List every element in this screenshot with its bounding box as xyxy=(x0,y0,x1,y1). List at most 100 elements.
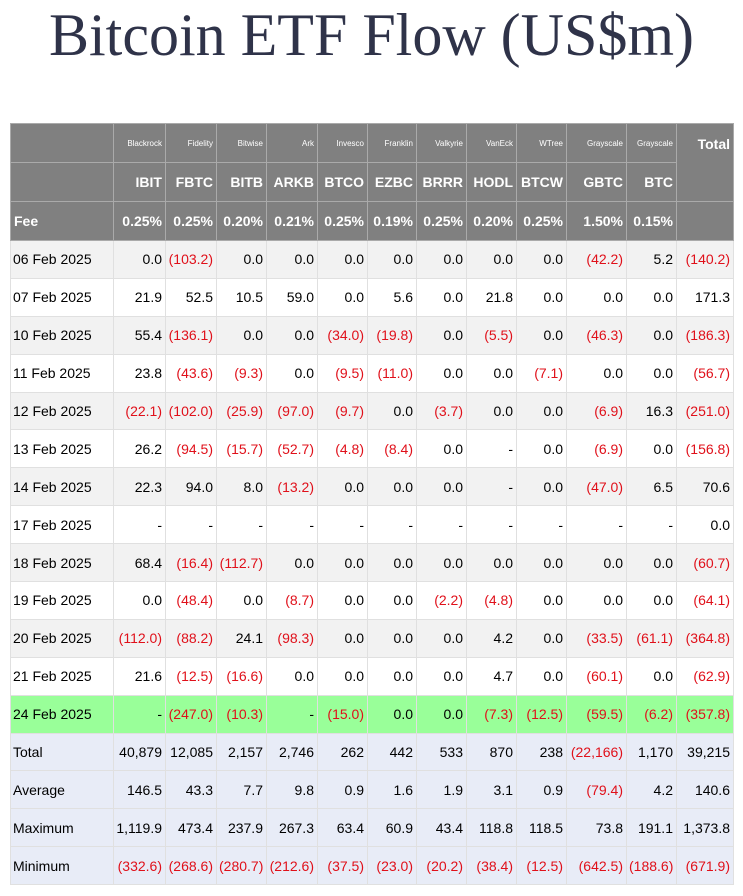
summary-row: Maximum 1,119.9 473.4 237.9 267.3 63.4 60.9 43.… xyxy=(10,808,734,848)
daily-row: 13 Feb 2025 26.2 (94.5) (15.7) (52.7) (4.8) (8… xyxy=(10,429,734,469)
flow-value: - xyxy=(416,505,467,545)
flow-value: 0.0 xyxy=(626,315,677,355)
row-label: Total xyxy=(10,732,114,772)
flow-value: 0.0 xyxy=(416,467,467,507)
flow-value: 21.8 xyxy=(466,277,517,317)
flow-value: 68.4 xyxy=(113,543,166,583)
flow-value: - xyxy=(466,467,517,507)
flow-value: 1,170 xyxy=(626,732,677,772)
flow-value: (3.7) xyxy=(416,391,467,431)
fee: 1.50% xyxy=(566,201,627,241)
flow-value: 0.0 xyxy=(113,581,166,620)
ticker: EZBC xyxy=(367,162,417,202)
row-label: Average xyxy=(10,770,114,810)
flow-value: (60.7) xyxy=(676,543,734,583)
flow-value: 60.9 xyxy=(367,808,417,848)
flow-value: - xyxy=(113,505,166,545)
flow-value: (34.0) xyxy=(317,315,368,355)
flow-value: (136.1) xyxy=(165,315,217,355)
flow-value: 238 xyxy=(516,732,567,772)
flow-value: (332.6) xyxy=(113,846,166,886)
flow-value: 0.0 xyxy=(566,581,627,620)
flow-value: 0.0 xyxy=(367,391,417,431)
flow-value: (12.5) xyxy=(516,846,567,886)
daily-row: 19 Feb 2025 0.0 (48.4) 0.0 (8.7) 0.0 0.0 (2.2)(… xyxy=(10,581,734,620)
flow-value: 55.4 xyxy=(113,315,166,355)
flow-value: - xyxy=(266,694,318,734)
row-label: 20 Feb 2025 xyxy=(10,618,114,658)
flow-value: (642.5) xyxy=(566,846,627,886)
flow-value: 0.0 xyxy=(367,240,417,279)
flow-value: (11.0) xyxy=(367,353,417,393)
flow-value: (88.2) xyxy=(165,618,217,658)
flow-value: - xyxy=(216,505,267,545)
flow-value: (6.9) xyxy=(566,429,627,469)
flow-value: 23.8 xyxy=(113,353,166,393)
flow-value: - xyxy=(317,505,368,545)
flow-value: (56.7) xyxy=(676,353,734,393)
flow-value: 0.0 xyxy=(416,240,467,279)
issuer-name: WTree xyxy=(516,123,567,163)
flow-value: 73.8 xyxy=(566,808,627,848)
flow-value: (79.4) xyxy=(566,770,627,810)
flow-value: (62.9) xyxy=(676,656,734,696)
row-label: 06 Feb 2025 xyxy=(10,240,114,279)
header-cell xyxy=(676,201,734,241)
flow-value: (6.2) xyxy=(626,694,677,734)
ticker: BRRR xyxy=(416,162,467,202)
flow-value: 1.6 xyxy=(367,770,417,810)
flow-value: 43.4 xyxy=(416,808,467,848)
flow-value: (43.6) xyxy=(165,353,217,393)
daily-row: 24 Feb 2025- (247.0) (10.3) - (15.0) 0.0 0.0 (7… xyxy=(10,694,734,734)
ticker: BTCO xyxy=(317,162,368,202)
flow-value: (4.8) xyxy=(317,429,368,469)
flow-value: (188.6) xyxy=(626,846,677,886)
flow-value: (2.2) xyxy=(416,581,467,620)
flow-value: 262 xyxy=(317,732,368,772)
issuer-name: Grayscale xyxy=(626,123,677,163)
fee-label: Fee xyxy=(10,201,114,241)
flow-value: (102.0) xyxy=(165,391,217,431)
fee: 0.25% xyxy=(516,201,567,241)
flow-value: (23.0) xyxy=(367,846,417,886)
flow-value: 2,746 xyxy=(266,732,318,772)
flow-value: (671.9) xyxy=(676,846,734,886)
flow-value: 0.0 xyxy=(516,656,567,696)
ticker: FBTC xyxy=(165,162,217,202)
table-body: 06 Feb 2025 0.0 (103.2) 0.0 0.0 0.0 0.0 0.0 0.0 0… xyxy=(10,240,734,886)
header-cell xyxy=(10,162,114,202)
flow-value: (47.0) xyxy=(566,467,627,507)
flow-value: 5.2 xyxy=(626,240,677,279)
fee: 0.25% xyxy=(113,201,166,241)
flow-value: 0.0 xyxy=(466,391,517,431)
flow-value: - xyxy=(466,429,517,469)
fee: 0.25% xyxy=(416,201,467,241)
flow-value: 0.0 xyxy=(516,429,567,469)
flow-value: - xyxy=(626,505,677,545)
flow-value: 870 xyxy=(466,732,517,772)
fee: 0.20% xyxy=(466,201,517,241)
issuer-name: Bitwise xyxy=(216,123,267,163)
flow-value: - xyxy=(367,505,417,545)
flow-value: 0.0 xyxy=(266,543,318,583)
ticker-row: IBIT FBTC BITB ARKB BTCO EZBC BRRR HODL BTCW GBTC… xyxy=(10,162,734,202)
flow-value: 1,373.8 xyxy=(676,808,734,848)
flow-value: (268.6) xyxy=(165,846,217,886)
flow-value: 0.0 xyxy=(466,543,517,583)
flow-value: 0.0 xyxy=(367,581,417,620)
flow-value: - xyxy=(516,505,567,545)
flow-value: (52.7) xyxy=(266,429,318,469)
flow-value: (59.5) xyxy=(566,694,627,734)
flow-value: (22,166) xyxy=(566,732,627,772)
flow-value: (94.5) xyxy=(165,429,217,469)
flow-value: 22.3 xyxy=(113,467,166,507)
daily-row: 12 Feb 2025 (22.1) (102.0) (25.9) (97.0) (9.7… xyxy=(10,391,734,431)
table-header: Blackrock Fidelity Bitwise Ark Invesco Frankl… xyxy=(10,123,734,241)
flow-value: (64.1) xyxy=(676,581,734,620)
total-header: Total xyxy=(676,123,734,202)
flow-value: (12.5) xyxy=(165,656,217,696)
flow-value: 442 xyxy=(367,732,417,772)
flow-value: (22.1) xyxy=(113,391,166,431)
flow-value: (16.6) xyxy=(216,656,267,696)
flow-value: 118.5 xyxy=(516,808,567,848)
